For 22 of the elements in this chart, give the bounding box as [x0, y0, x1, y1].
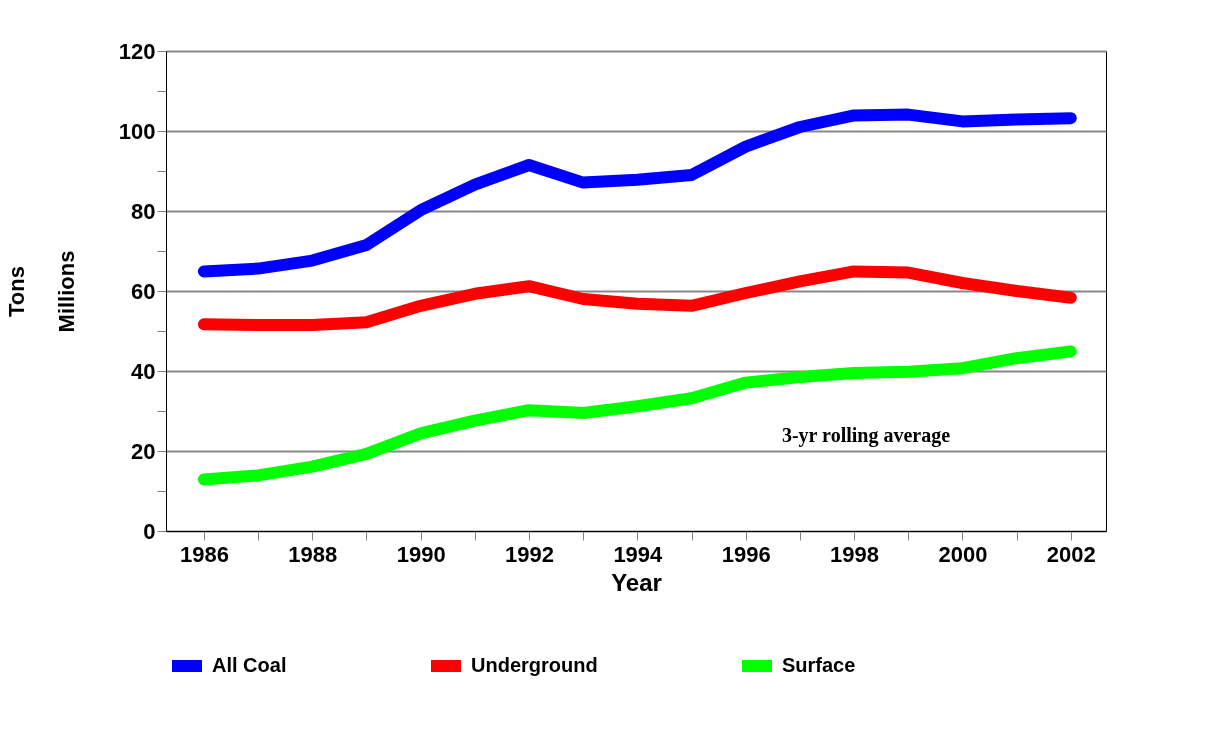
x-tick-label: 1994 — [613, 541, 664, 567]
x-tick-label: 1992 — [505, 541, 554, 567]
legend-label: Underground — [471, 654, 598, 676]
x-tick-label: 1996 — [721, 541, 771, 567]
x-tick-label: 2000 — [938, 541, 988, 567]
y-tick-label: 40 — [131, 358, 156, 384]
x-tick-label: 1986 — [179, 541, 229, 567]
y-tick-label: 100 — [118, 118, 156, 144]
y-axis-title: Tons Millions — [3, 250, 79, 333]
y-tick-label: 120 — [118, 38, 156, 64]
x-tick-label: 1990 — [396, 541, 446, 567]
x-tick-label: 1998 — [830, 541, 880, 567]
y-tick-label: 80 — [131, 198, 156, 224]
y-tick-label: 0 — [143, 518, 156, 544]
legend-label: All Coal — [212, 654, 287, 676]
y-tick-label: 20 — [131, 438, 156, 464]
x-tick-label: 2002 — [1046, 541, 1096, 567]
annotation: 3-yr rolling average — [781, 424, 951, 447]
x-tick-label: 1988 — [288, 541, 338, 567]
x-axis-title: Year — [611, 568, 662, 596]
y-tick-label: 60 — [131, 278, 156, 304]
legend-label: Surface — [782, 654, 856, 676]
